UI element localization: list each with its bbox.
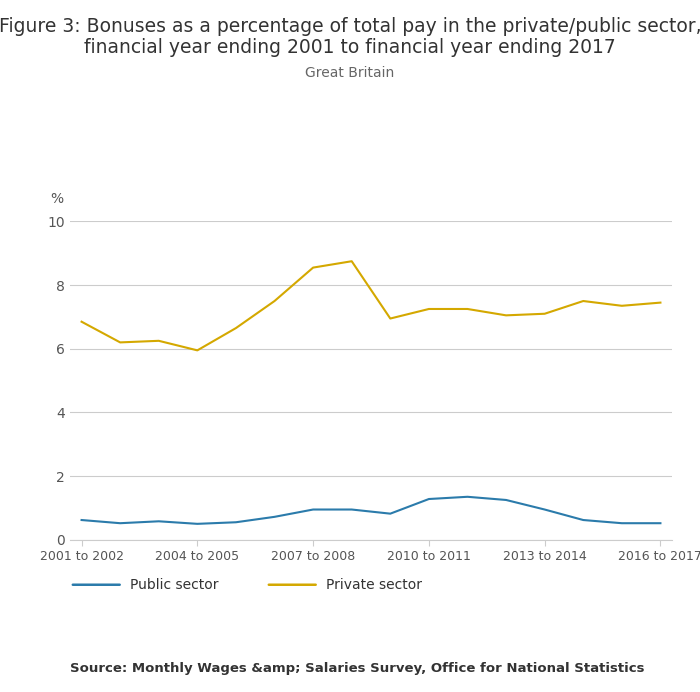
Public sector [309, 505, 317, 513]
Text: Great Britain: Great Britain [305, 66, 395, 80]
Public sector [232, 518, 240, 527]
Public sector [116, 519, 125, 527]
Line: Public sector: Public sector [82, 497, 660, 524]
Public sector [347, 505, 356, 513]
Private sector [232, 324, 240, 332]
Text: Figure 3: Bonuses as a percentage of total pay in the private/public sector,: Figure 3: Bonuses as a percentage of tot… [0, 17, 700, 36]
Text: Public sector: Public sector [130, 578, 218, 592]
Text: financial year ending 2001 to financial year ending 2017: financial year ending 2001 to financial … [84, 38, 616, 57]
Line: Private sector: Private sector [82, 261, 660, 350]
Private sector [270, 297, 279, 305]
Public sector [386, 509, 395, 518]
Private sector [579, 297, 587, 305]
Public sector [579, 516, 587, 524]
Private sector [116, 338, 125, 347]
Private sector [386, 314, 395, 322]
Private sector [78, 318, 86, 326]
Public sector [617, 519, 626, 527]
Public sector [425, 495, 433, 503]
Public sector [656, 519, 664, 527]
Private sector [617, 302, 626, 310]
Public sector [155, 517, 163, 525]
Public sector [270, 513, 279, 521]
Text: Private sector: Private sector [326, 578, 421, 592]
Private sector [155, 336, 163, 345]
Private sector [463, 304, 472, 313]
Public sector [78, 516, 86, 524]
Public sector [502, 495, 510, 504]
Private sector [347, 257, 356, 265]
Private sector [193, 346, 202, 354]
Text: Source: Monthly Wages &amp; Salaries Survey, Office for National Statistics: Source: Monthly Wages &amp; Salaries Sur… [70, 662, 645, 675]
Public sector [540, 505, 549, 513]
Private sector [309, 264, 317, 272]
Private sector [540, 309, 549, 318]
Private sector [425, 304, 433, 313]
Private sector [502, 311, 510, 320]
Text: %: % [50, 192, 64, 206]
Public sector [463, 493, 472, 501]
Private sector [656, 298, 664, 307]
Public sector [193, 520, 202, 528]
